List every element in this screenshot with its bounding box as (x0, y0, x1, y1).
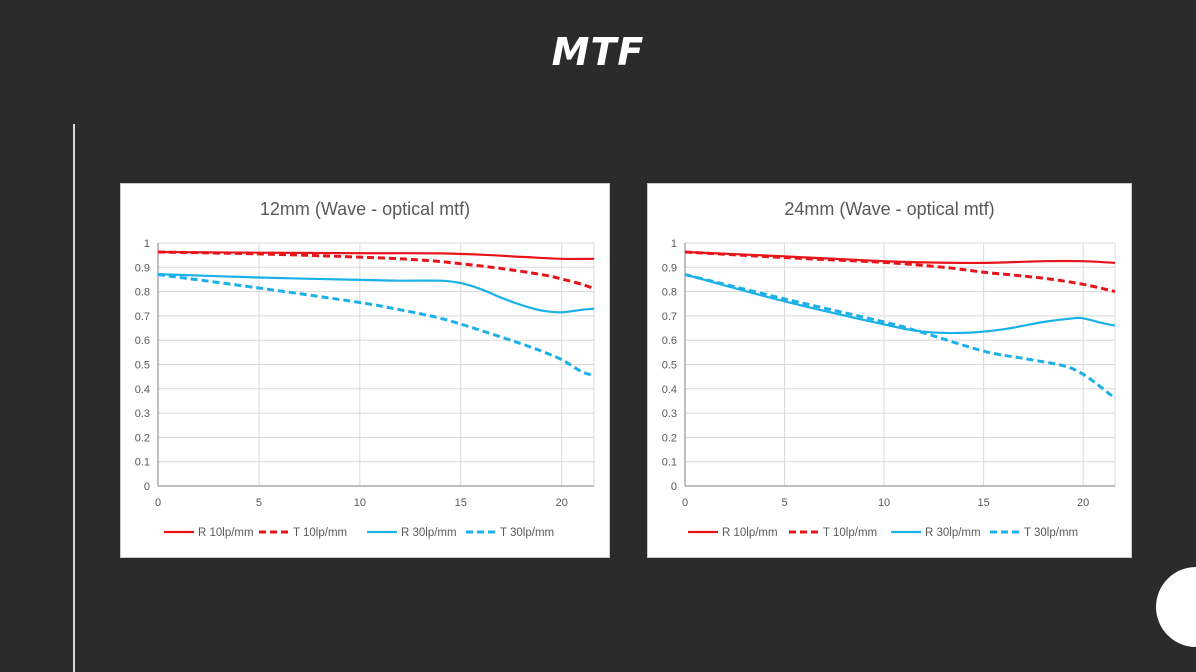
y-tick-label: 0.5 (662, 360, 677, 372)
chart-24mm: 24mm (Wave - optical mtf) 0 0.1 0.2 0.3 0.4 0.… (647, 183, 1132, 558)
legend-label: T 10lp/mm (823, 527, 877, 539)
y-tick-label: 1 (671, 238, 677, 250)
series-line-t-10lp-mm (684, 250, 1116, 294)
series-line-t-30lp-mm (684, 273, 1116, 400)
legend-label: T 30lp/mm (500, 527, 554, 539)
y-tick-label: 0.1 (135, 457, 150, 469)
y-tick-label: 0.9 (135, 262, 150, 274)
chart-12mm: 12mm (Wave - optical mtf) 0 0.1 0.2 0.3 0.4 0.… (120, 183, 610, 558)
chart-title: 24mm (Wave - optical mtf) (784, 199, 994, 219)
y-tick-label: 0.2 (135, 432, 150, 444)
y-tick-label: 0.8 (662, 287, 677, 299)
legend-label: T 10lp/mm (293, 527, 347, 539)
y-tick-label: 0.6 (662, 335, 677, 347)
x-tick-label: 20 (1077, 497, 1089, 509)
left-divider (73, 124, 75, 672)
chart-24mm-svg: 24mm (Wave - optical mtf) 0 0.1 0.2 0.3 0.4 0.… (662, 199, 1116, 539)
x-tick-label: 5 (256, 497, 262, 509)
x-tick-label: 10 (354, 497, 366, 509)
y-tick-label: 0 (671, 481, 677, 493)
legend-label: T 30lp/mm (1024, 527, 1078, 539)
y-tick-label: 0.7 (135, 311, 150, 323)
corner-circle-decoration (1156, 567, 1196, 647)
series-line-r-10lp-mm (157, 250, 595, 261)
y-tick-label: 0.7 (662, 311, 677, 323)
legend-label: R 30lp/mm (401, 527, 457, 539)
y-tick-label: 0 (144, 481, 150, 493)
x-tick-label: 15 (977, 497, 989, 509)
x-tick-label: 0 (155, 497, 161, 509)
x-tick-label: 15 (455, 497, 467, 509)
chart-12mm-svg: 12mm (Wave - optical mtf) 0 0.1 0.2 0.3 0.4 0.… (135, 199, 595, 539)
series-line-t-30lp-mm (157, 273, 595, 377)
legend-label: R 10lp/mm (722, 527, 778, 539)
y-tick-label: 0.9 (662, 262, 677, 274)
x-tick-label: 10 (878, 497, 890, 509)
series-line-r-30lp-mm (157, 273, 595, 314)
x-tick-label: 5 (781, 497, 787, 509)
series-line-r-10lp-mm (684, 250, 1116, 265)
legend-label: R 10lp/mm (198, 527, 254, 539)
x-tick-label: 0 (682, 497, 688, 509)
chart-title: 12mm (Wave - optical mtf) (260, 199, 470, 219)
series-line-r-30lp-mm (684, 273, 1116, 335)
y-tick-label: 0.1 (662, 457, 677, 469)
y-tick-label: 1 (144, 238, 150, 250)
y-tick-label: 0.6 (135, 335, 150, 347)
y-tick-label: 0.4 (662, 384, 677, 396)
y-tick-label: 0.8 (135, 287, 150, 299)
legend-label: R 30lp/mm (925, 527, 981, 539)
y-tick-label: 0.2 (662, 432, 677, 444)
slide-title: MTF (551, 30, 645, 74)
x-tick-label: 20 (556, 497, 568, 509)
y-tick-label: 0.3 (135, 408, 150, 420)
y-tick-label: 0.3 (662, 408, 677, 420)
y-tick-label: 0.5 (135, 360, 150, 372)
y-tick-label: 0.4 (135, 384, 150, 396)
series-line-t-10lp-mm (157, 250, 595, 291)
